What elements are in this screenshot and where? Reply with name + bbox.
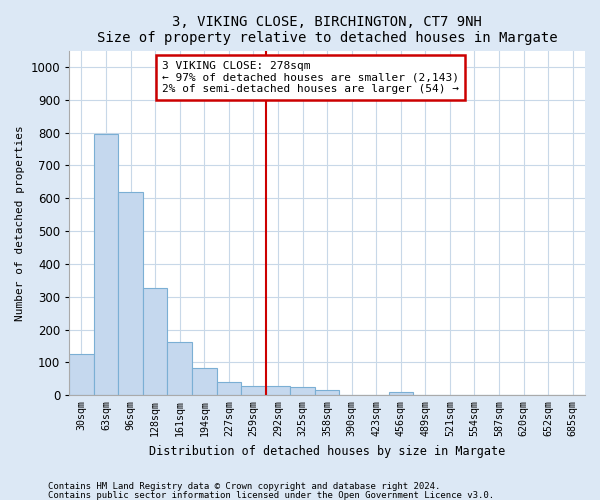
Text: Contains HM Land Registry data © Crown copyright and database right 2024.: Contains HM Land Registry data © Crown c… — [48, 482, 440, 491]
Title: 3, VIKING CLOSE, BIRCHINGTON, CT7 9NH
Size of property relative to detached hous: 3, VIKING CLOSE, BIRCHINGTON, CT7 9NH Si… — [97, 15, 557, 45]
Bar — [143, 288, 167, 396]
Bar — [290, 387, 315, 396]
Bar — [389, 392, 413, 396]
X-axis label: Distribution of detached houses by size in Margate: Distribution of detached houses by size … — [149, 444, 505, 458]
Bar — [217, 382, 241, 396]
Bar — [167, 342, 192, 396]
Bar — [69, 354, 94, 396]
Bar — [266, 386, 290, 396]
Bar — [241, 386, 266, 396]
Text: Contains public sector information licensed under the Open Government Licence v3: Contains public sector information licen… — [48, 490, 494, 500]
Y-axis label: Number of detached properties: Number of detached properties — [15, 125, 25, 321]
Bar — [118, 192, 143, 396]
Text: 3 VIKING CLOSE: 278sqm
← 97% of detached houses are smaller (2,143)
2% of semi-d: 3 VIKING CLOSE: 278sqm ← 97% of detached… — [162, 61, 459, 94]
Bar — [315, 390, 340, 396]
Bar — [94, 134, 118, 396]
Bar — [192, 368, 217, 396]
